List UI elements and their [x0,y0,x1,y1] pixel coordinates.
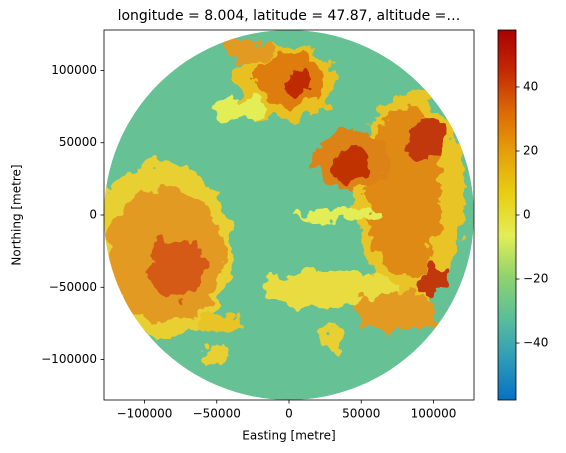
echo [417,262,447,298]
colorbar-tick-label: 40 [523,79,538,93]
radar-echoes [104,38,465,365]
colorbar-tick-label: −40 [523,336,548,350]
radar-image [104,30,474,400]
x-tick-label: 0 [285,407,293,421]
echo [225,38,275,62]
x-tick-label: 100000 [411,407,457,421]
echo [355,292,435,332]
y-tick-label: −100000 [41,352,97,366]
y-tick-label: 50000 [59,135,97,149]
echo [330,147,370,183]
x-tick-label: −50000 [193,407,241,421]
x-axis-label: Easting [metre] [242,429,335,443]
colorbar-tick-label: 0 [523,208,531,222]
echo [298,209,382,221]
echo [405,120,445,160]
chart-title: longitude = 8.004, latitude = 47.87, alt… [118,8,461,24]
y-axis-label: Northing [metre] [10,164,24,265]
echo [284,68,312,92]
colorbar-tick-label: −20 [523,272,548,286]
x-tick-label: −100000 [117,407,173,421]
x-tick-label: 50000 [342,407,380,421]
y-tick-label: −50000 [49,280,97,294]
echo [316,328,344,352]
echo [150,236,206,300]
colorbar-tick-label: 20 [523,143,538,157]
y-tick-label: 100000 [51,63,97,77]
colorbar [497,29,517,401]
echo [215,98,265,122]
echo [202,345,226,365]
y-tick-label: 0 [89,208,97,222]
echo [198,312,242,332]
